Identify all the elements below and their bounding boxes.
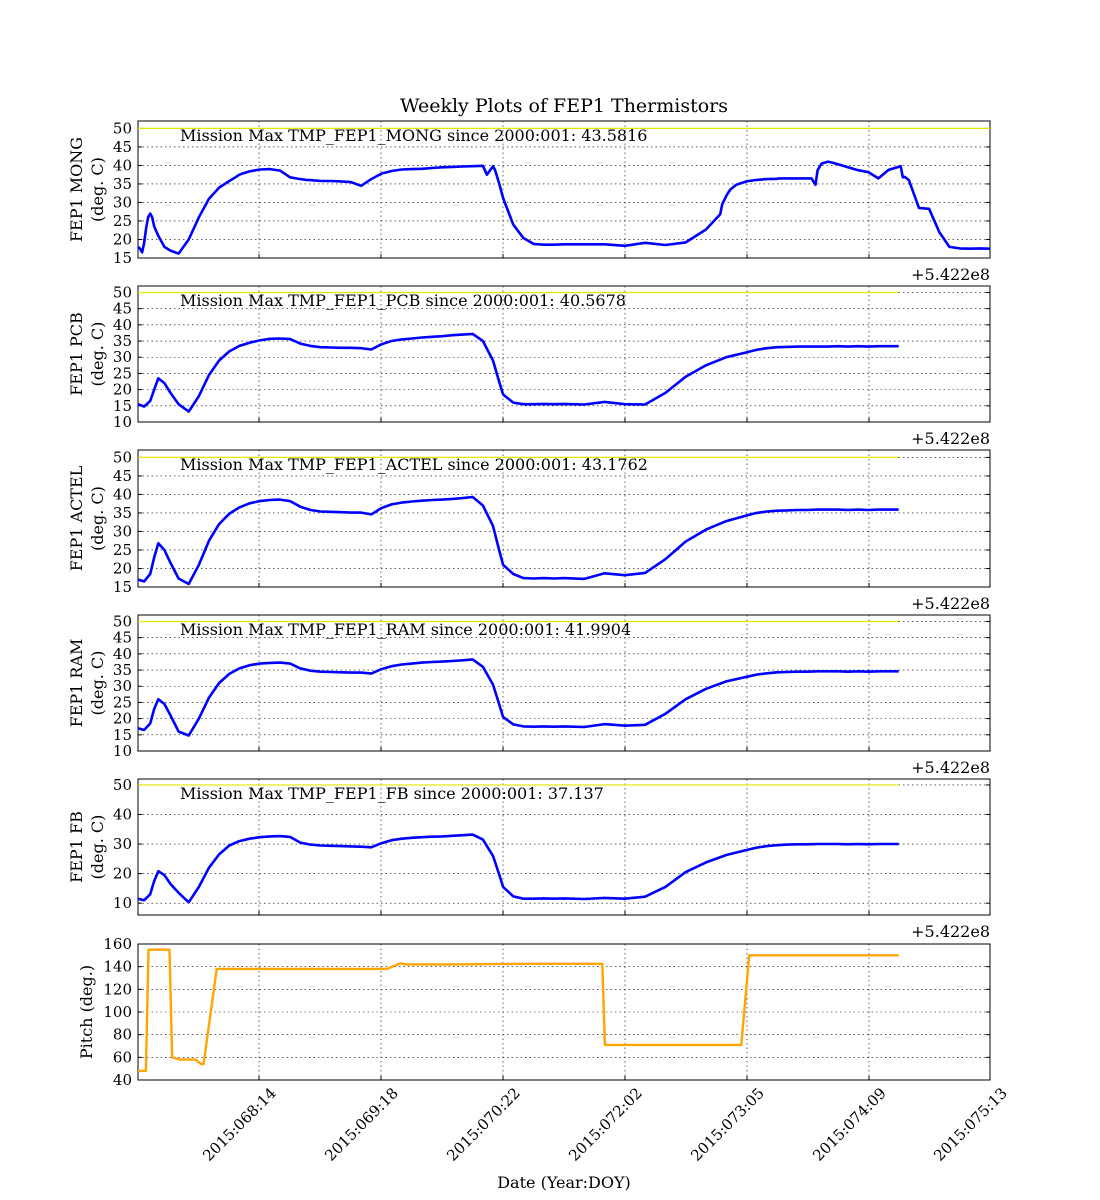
y-axis-label-line: (deg. C) (88, 322, 107, 387)
y-axis-label-line: (deg. C) (88, 815, 107, 880)
y-tick-label: 50 (113, 283, 132, 301)
y-tick-label: 25 (113, 212, 132, 230)
mission-max-annotation: Mission Max TMP_FEP1_FB since 2000:001: … (180, 784, 604, 803)
x-tick-label: 2015:070:22 (443, 1084, 524, 1165)
y-tick-label: 50 (113, 448, 132, 466)
y-tick-label: 10 (113, 894, 132, 912)
y-tick-label: 50 (113, 612, 132, 630)
y-tick-label: 160 (103, 935, 132, 953)
y-tick-label: 35 (113, 504, 132, 522)
temperature-series-line (137, 495, 899, 586)
y-tick-label: 15 (113, 726, 132, 744)
y-tick-label: 40 (113, 156, 132, 174)
temperature-series-line (137, 833, 899, 904)
y-tick-label: 45 (113, 300, 132, 318)
y-tick-label: 25 (113, 693, 132, 711)
x-tick-label: 2015:073:05 (687, 1084, 768, 1165)
y-tick-label: 30 (113, 835, 132, 853)
panel-5: 40 60 80 100 120 140 160 Pitch (deg.) (77, 935, 991, 1089)
y-tick-label: 20 (113, 381, 132, 399)
mission-max-annotation: Mission Max TMP_FEP1_RAM since 2000:001:… (180, 620, 631, 639)
y-tick-label: 35 (113, 661, 132, 679)
y-tick-label: 20 (113, 710, 132, 728)
y-tick-label: 15 (113, 397, 132, 415)
y-axis-label-line: (deg. C) (88, 157, 107, 222)
y-tick-label: 10 (113, 742, 132, 760)
y-tick-label: 140 (103, 958, 132, 976)
y-axis-label: FEP1 MONG (deg. C) (67, 137, 107, 242)
pitch-series-line (138, 948, 899, 1073)
y-axis-label-line: Pitch (deg.) (77, 965, 96, 1059)
y-axis-label: FEP1 PCB (deg. C) (67, 312, 107, 396)
y-axis-label-line: FEP1 ACTEL (67, 465, 86, 571)
y-axis-label-line: (deg. C) (88, 486, 107, 551)
x-offset-text: +5.422e8 (911, 758, 990, 777)
y-tick-label: 25 (113, 541, 132, 559)
y-tick-label: 45 (113, 138, 132, 156)
y-tick-label: 20 (113, 865, 132, 883)
temperature-series-line (137, 332, 899, 413)
y-axis-label-line: (deg. C) (88, 651, 107, 716)
y-tick-label: 10 (113, 413, 132, 431)
y-tick-label: 120 (103, 980, 132, 998)
temperature-series-line (137, 160, 991, 255)
x-tick-label: 2015:072:02 (565, 1084, 646, 1165)
y-tick-label: 15 (113, 578, 132, 596)
y-tick-label: 30 (113, 348, 132, 366)
y-tick-label: 100 (103, 1003, 132, 1021)
y-axis-label-line: FEP1 PCB (67, 312, 86, 396)
y-tick-label: 40 (113, 645, 132, 663)
y-tick-label: 20 (113, 559, 132, 577)
x-tick-label: 2015:074:09 (809, 1084, 890, 1165)
figure-title: Weekly Plots of FEP1 Thermistors (400, 95, 728, 117)
y-tick-label: 80 (113, 1026, 132, 1044)
y-tick-label: 40 (113, 1071, 132, 1089)
y-tick-label: 50 (113, 119, 132, 137)
y-axis-label-line: FEP1 MONG (67, 137, 86, 242)
x-tick-label: 2015:075:13 (930, 1084, 1011, 1165)
y-axis-label: FEP1 ACTEL (deg. C) (67, 465, 107, 571)
y-axis-label: FEP1 RAM (deg. C) (67, 639, 107, 728)
y-axis-label: Pitch (deg.) (77, 965, 96, 1059)
panel-4: 10 20 30 40 50 Mission Max TMP_FEP1_FB since … (67, 776, 991, 941)
y-tick-label: 40 (113, 485, 132, 503)
temperature-series-line (137, 658, 899, 737)
y-tick-label: 30 (113, 677, 132, 695)
y-tick-label: 30 (113, 193, 132, 211)
mission-max-annotation: Mission Max TMP_FEP1_MONG since 2000:001… (180, 126, 647, 145)
y-axis-label-line: FEP1 FB (67, 811, 86, 883)
y-tick-label: 25 (113, 364, 132, 382)
x-offset-text: +5.422e8 (911, 429, 990, 448)
x-offset-text: +5.422e8 (911, 594, 990, 613)
y-tick-label: 50 (113, 776, 132, 794)
x-tick-label: 2015:068:14 (199, 1084, 280, 1165)
y-tick-label: 40 (113, 805, 132, 823)
y-tick-label: 40 (113, 316, 132, 334)
mission-max-annotation: Mission Max TMP_FEP1_PCB since 2000:001:… (180, 291, 626, 310)
mission-max-annotation: Mission Max TMP_FEP1_ACTEL since 2000:00… (180, 455, 648, 474)
y-tick-label: 35 (113, 175, 132, 193)
x-tick-labels: 2015:068:14 2015:069:18 2015:070:22 2015:07… (199, 1084, 1011, 1165)
y-axis-label-line: FEP1 RAM (67, 639, 86, 728)
y-tick-label: 45 (113, 467, 132, 485)
y-tick-label: 45 (113, 629, 132, 647)
x-offset-text: +5.422e8 (911, 922, 990, 941)
y-axis-label: FEP1 FB (deg. C) (67, 811, 107, 883)
y-tick-label: 35 (113, 332, 132, 350)
x-axis-label: Date (Year:DOY) (497, 1173, 631, 1192)
x-offset-text: +5.422e8 (911, 265, 990, 284)
y-tick-label: 30 (113, 522, 132, 540)
y-tick-label: 15 (113, 249, 132, 267)
x-tick-label: 2015:069:18 (321, 1084, 402, 1165)
y-tick-label: 20 (113, 230, 132, 248)
y-tick-label: 60 (113, 1048, 132, 1066)
